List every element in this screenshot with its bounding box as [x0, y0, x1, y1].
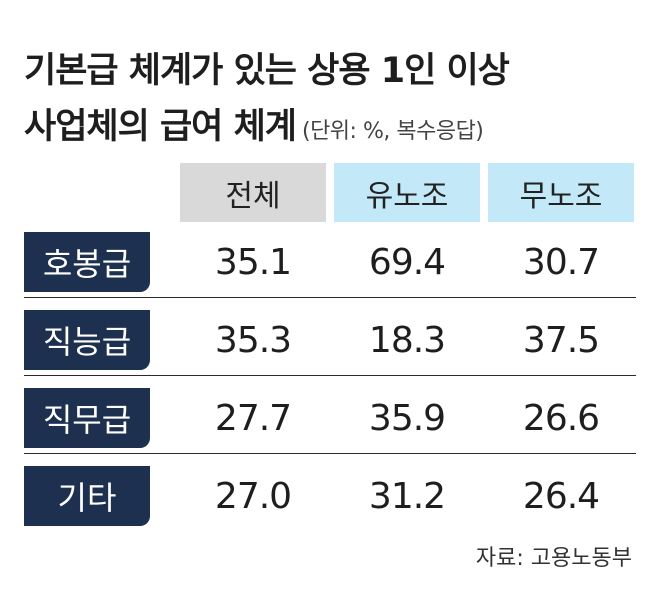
column-header-1: 전체	[180, 163, 326, 222]
chart-title-line-2: 사업체의 급여 체계 (단위: %, 복수응답)	[24, 98, 484, 149]
table-cell: 27.7	[214, 397, 292, 439]
table-cell: 30.7	[522, 241, 600, 283]
table-cell: 31.2	[368, 475, 446, 517]
row-label-1: 호봉급	[24, 232, 150, 292]
table-cell: 26.6	[522, 397, 600, 439]
row-divider	[24, 297, 636, 298]
row-label-2: 직능급	[24, 310, 150, 370]
column-header-3: 무노조	[488, 163, 634, 222]
table-cell: 35.9	[368, 397, 446, 439]
table-cell: 35.1	[214, 241, 292, 283]
row-label-3: 직무급	[24, 388, 150, 448]
table-cell: 69.4	[368, 241, 446, 283]
title-line-1: 기본급 체계가 있는 상용 1인 이상	[24, 51, 510, 91]
row-divider	[24, 453, 636, 454]
table-cell: 18.3	[368, 319, 446, 361]
row-divider	[24, 375, 636, 376]
row-label-4: 기타	[24, 466, 150, 526]
table-cell: 27.0	[214, 475, 292, 517]
title-line-2: 사업체의 급여 체계	[24, 107, 297, 147]
chart-title: 기본급 체계가 있는 상용 1인 이상	[24, 42, 510, 93]
column-header-2: 유노조	[334, 163, 480, 222]
table-cell: 35.3	[214, 319, 292, 361]
unit-note: (단위: %, 복수응답)	[301, 119, 484, 144]
table-cell: 37.5	[522, 319, 600, 361]
source-note: 자료: 고용노동부	[475, 546, 632, 571]
table-cell: 26.4	[522, 475, 600, 517]
